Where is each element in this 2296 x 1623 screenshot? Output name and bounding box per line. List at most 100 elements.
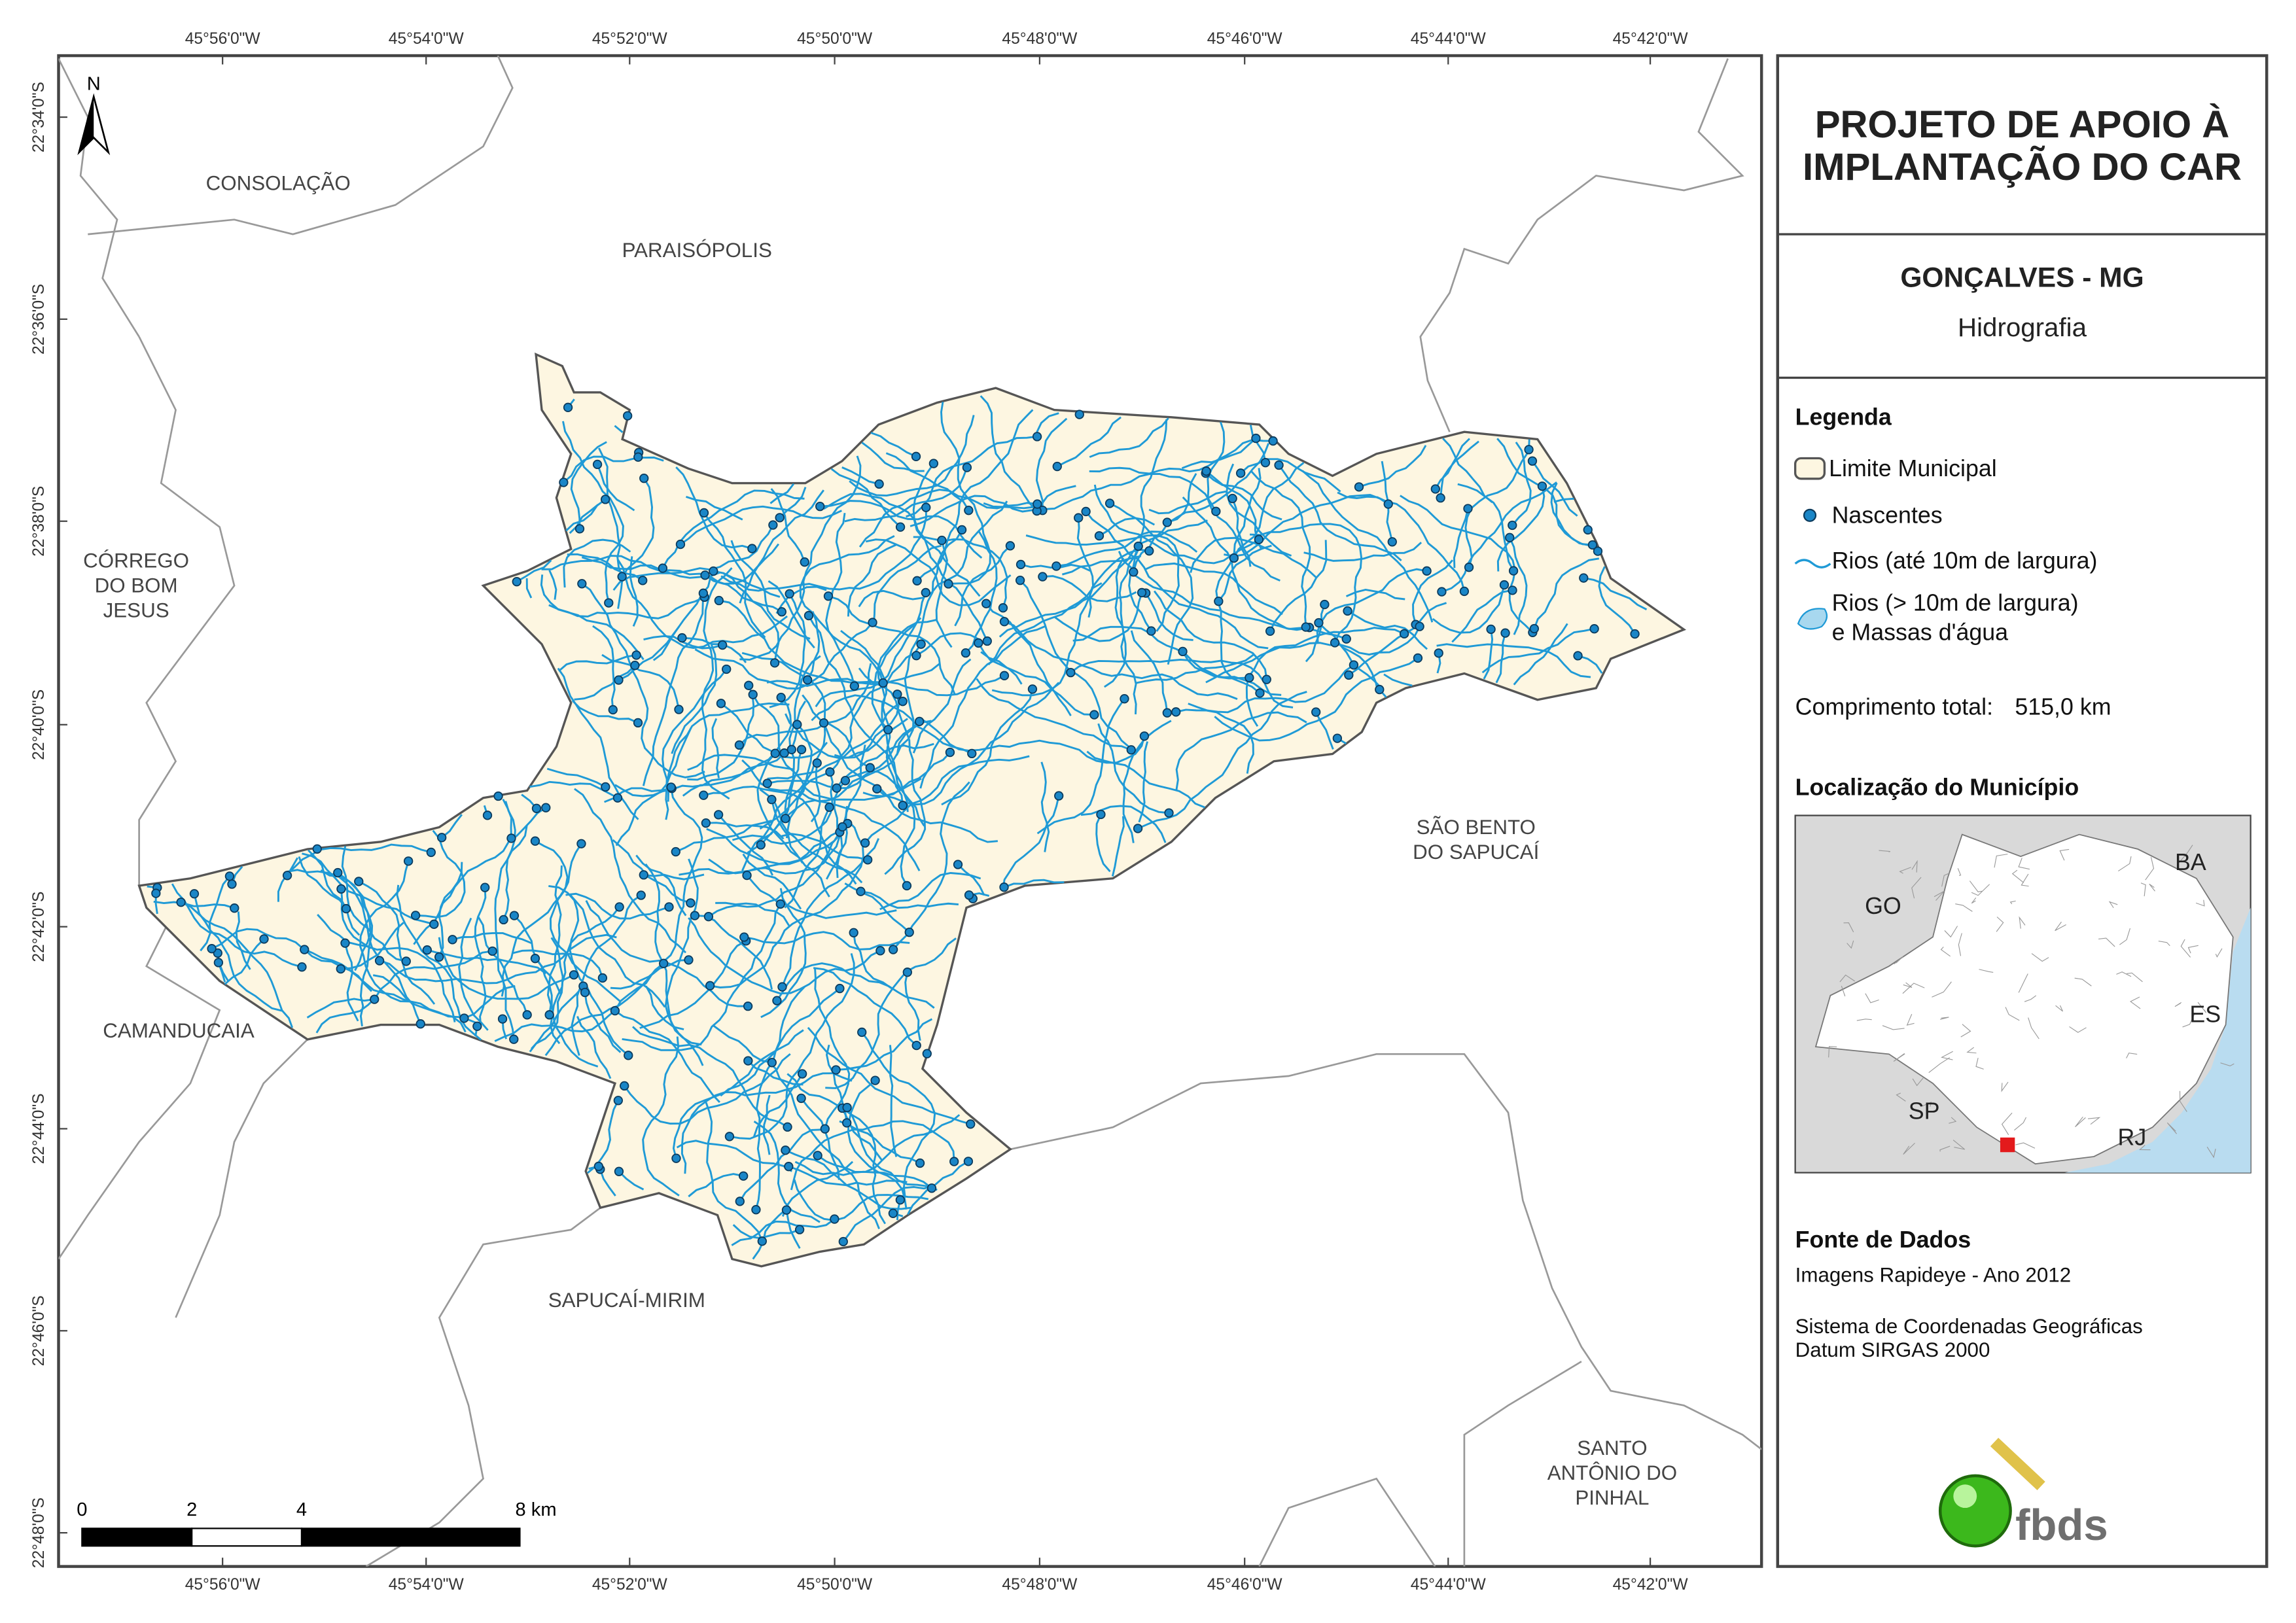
spring — [213, 958, 224, 968]
river — [1122, 720, 1172, 843]
neighbour-boundary — [58, 58, 140, 338]
river — [614, 697, 792, 797]
spring — [698, 588, 709, 598]
river — [1130, 630, 1169, 713]
river — [546, 767, 607, 788]
place-label: PARAISÓPOLIS — [622, 239, 772, 262]
river — [769, 593, 806, 708]
inset-municipal-line — [1841, 985, 1846, 997]
river — [1436, 643, 1591, 678]
river — [616, 559, 788, 650]
spring — [803, 675, 813, 685]
spring — [783, 1122, 792, 1132]
spring — [998, 603, 1008, 613]
spring — [700, 570, 710, 580]
longitude-label: 45°54'0"W — [389, 30, 465, 48]
spring — [1463, 504, 1473, 514]
inset-municipal-line — [1911, 877, 1922, 899]
inset-municipal-line — [1957, 868, 1962, 876]
river — [1337, 491, 1466, 592]
river — [501, 840, 569, 997]
river — [308, 849, 347, 909]
spring — [819, 718, 829, 728]
spring — [743, 1056, 753, 1066]
spring — [872, 784, 882, 794]
river — [563, 455, 664, 483]
spring — [1332, 733, 1343, 743]
scale-bar-segment — [300, 1527, 521, 1547]
spring — [904, 927, 914, 937]
spring — [604, 598, 614, 608]
spring — [775, 513, 785, 523]
theme: Hidrografia — [1958, 313, 2087, 342]
inset-municipal-line — [2019, 916, 2026, 929]
spring — [684, 955, 694, 965]
inset-municipal-line — [1971, 897, 1977, 904]
river — [742, 853, 802, 910]
inset-municipal-line — [2098, 937, 2115, 947]
river — [813, 967, 917, 1047]
spring — [898, 697, 908, 707]
river — [1231, 498, 1252, 567]
latitude-label: 22°42'0"S — [30, 892, 48, 962]
inset-highlight — [2000, 1137, 2015, 1153]
spring — [597, 973, 608, 983]
river — [474, 887, 487, 1027]
place-label: SAPUCAÍ-MIRIM — [548, 1289, 705, 1312]
latitude-label: 22°38'0"S — [30, 486, 48, 557]
river — [828, 595, 956, 695]
spring — [610, 1005, 620, 1016]
spring — [868, 618, 877, 627]
river — [1495, 633, 1506, 684]
river — [1305, 604, 1326, 663]
river — [744, 931, 910, 951]
spring — [1500, 628, 1510, 638]
river — [1054, 592, 1143, 642]
spring — [999, 617, 1010, 627]
spring — [1583, 525, 1593, 535]
place-label: DO SAPUCAÍ — [1413, 841, 1540, 864]
river — [1533, 557, 1599, 629]
river — [825, 937, 957, 1089]
spring — [699, 508, 709, 518]
spring — [743, 1001, 753, 1011]
spring — [911, 1040, 921, 1051]
inset-municipal-line — [1839, 974, 1856, 983]
river — [912, 658, 972, 754]
spring — [1171, 707, 1181, 717]
place-label: ANTÔNIO DO — [1547, 1461, 1677, 1484]
river — [817, 1114, 961, 1173]
river — [685, 495, 743, 521]
spring — [569, 970, 579, 980]
river — [1481, 627, 1595, 674]
spring — [1211, 506, 1221, 516]
spring — [964, 890, 974, 900]
spring — [1164, 808, 1174, 818]
spring — [888, 1208, 898, 1218]
spring — [716, 699, 726, 708]
spring — [911, 651, 921, 661]
river — [1215, 468, 1262, 694]
river — [562, 421, 624, 603]
spring — [928, 459, 939, 468]
river — [534, 958, 599, 1068]
inset-municipal-line — [2116, 971, 2132, 977]
spring — [1052, 461, 1062, 472]
inset-municipal-line — [2001, 1112, 2013, 1136]
river — [540, 574, 645, 661]
spring — [1268, 436, 1278, 446]
river — [747, 749, 803, 854]
inset-municipal-line — [2158, 941, 2170, 947]
spring — [748, 689, 758, 699]
spring — [921, 502, 931, 512]
inset-municipal-line — [2180, 939, 2191, 958]
river — [802, 694, 871, 769]
inset-municipal-line — [2206, 1146, 2216, 1159]
river — [1118, 551, 1310, 630]
inset-municipal-line — [1994, 854, 2008, 868]
river — [558, 654, 637, 672]
spring — [341, 903, 351, 914]
river — [1245, 627, 1405, 727]
inset-municipal-line — [2021, 873, 2029, 887]
river — [825, 512, 856, 687]
